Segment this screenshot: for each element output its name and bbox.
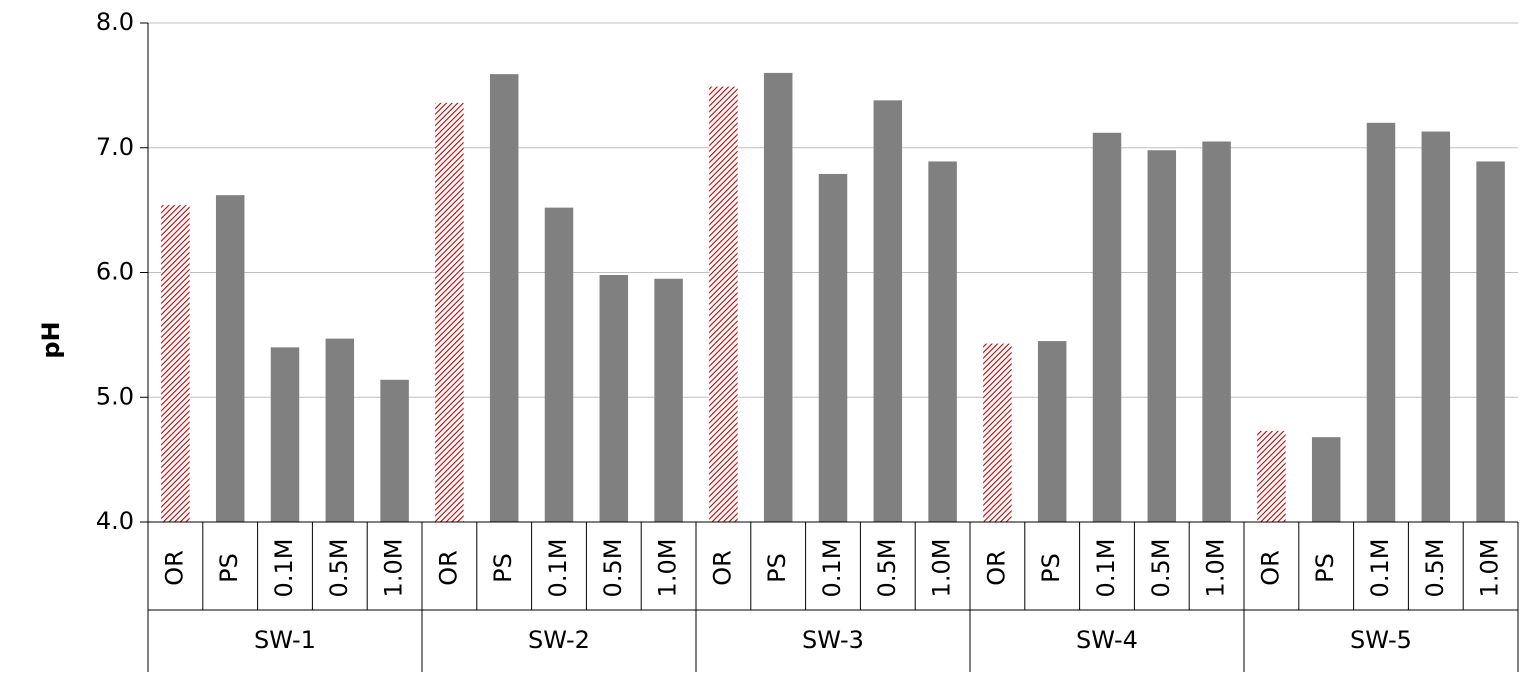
bar-SW-1-PS: [215, 195, 245, 522]
axes: [140, 22, 1519, 672]
group-label: SW-5: [1350, 626, 1412, 654]
category-label: 0.1M: [544, 539, 572, 598]
bar-SW-2-PS: [489, 74, 519, 523]
category-label: PS: [215, 553, 243, 583]
bar-SW-3-1.0M: [928, 161, 957, 522]
category-label: 1.0M: [1476, 539, 1504, 598]
category-label: OR: [434, 550, 462, 586]
bar-SW-1-0.5M: [325, 338, 355, 522]
category-label: 1.0M: [654, 539, 682, 598]
y-axis-title: pH: [37, 321, 65, 358]
bar-SW-5-PS: [1311, 437, 1341, 522]
bar-SW-2-OR: [435, 102, 464, 522]
category-label: 0.1M: [1092, 539, 1120, 598]
category-label: 0.5M: [599, 539, 627, 598]
category-label: OR: [160, 550, 188, 586]
bar-SW-1-1.0M: [380, 379, 409, 522]
bars: [161, 72, 1505, 523]
bar-SW-1-0.1M: [270, 347, 300, 522]
bar-SW-2-0.1M: [544, 207, 574, 522]
category-label: 1.0M: [928, 539, 956, 598]
category-label: OR: [982, 550, 1010, 586]
category-label: OR: [1256, 550, 1284, 586]
bar-SW-5-0.5M: [1421, 131, 1451, 522]
category-label: PS: [763, 553, 791, 583]
labels: 4.0 5.0 6.0 7.0 8.0 OR PS 0.1M 0.5M 1.0M SW-1 OR PS 0…: [96, 8, 1504, 654]
category-label: 0.5M: [325, 539, 353, 598]
bar-SW-4-1.0M: [1202, 141, 1231, 522]
bar-SW-2-0.5M: [599, 274, 629, 522]
bar-SW-5-1.0M: [1476, 161, 1505, 522]
bar-SW-3-0.1M: [818, 173, 848, 522]
category-label: PS: [1037, 553, 1065, 583]
group-label: SW-1: [254, 626, 316, 654]
category-label: 0.5M: [1421, 539, 1449, 598]
category-label: 0.5M: [873, 539, 901, 598]
category-label: 0.1M: [1366, 539, 1394, 598]
bar-SW-4-OR: [983, 343, 1012, 522]
bar-SW-3-PS: [763, 72, 793, 523]
category-label: PS: [1311, 553, 1339, 583]
category-label: OR: [708, 550, 736, 586]
group-label: SW-4: [1076, 626, 1138, 654]
group-label: SW-2: [528, 626, 590, 654]
category-label: 0.1M: [818, 539, 846, 598]
group-label: SW-3: [802, 626, 864, 654]
y-tick-label: 5.0: [96, 382, 134, 410]
category-label: PS: [489, 553, 517, 583]
category-label: 0.5M: [1147, 539, 1175, 598]
category-label: 0.1M: [270, 539, 298, 598]
bar-SW-5-0.1M: [1366, 122, 1396, 523]
bar-SW-3-0.5M: [873, 100, 903, 522]
category-label: 1.0M: [380, 539, 408, 598]
category-label: 1.0M: [1202, 539, 1230, 598]
bar-SW-4-PS: [1037, 341, 1067, 522]
bar-SW-4-0.1M: [1092, 132, 1122, 522]
y-tick-label: 8.0: [96, 8, 134, 36]
y-tick-label: 4.0: [96, 507, 134, 535]
bar-SW-2-1.0M: [654, 278, 683, 522]
y-tick-label: 6.0: [96, 258, 134, 286]
bar-SW-5-OR: [1257, 430, 1286, 522]
bar-SW-1-OR: [161, 205, 190, 522]
bar-SW-3-OR: [709, 86, 738, 522]
y-tick-label: 7.0: [96, 133, 134, 161]
bar-SW-4-0.5M: [1147, 150, 1177, 522]
